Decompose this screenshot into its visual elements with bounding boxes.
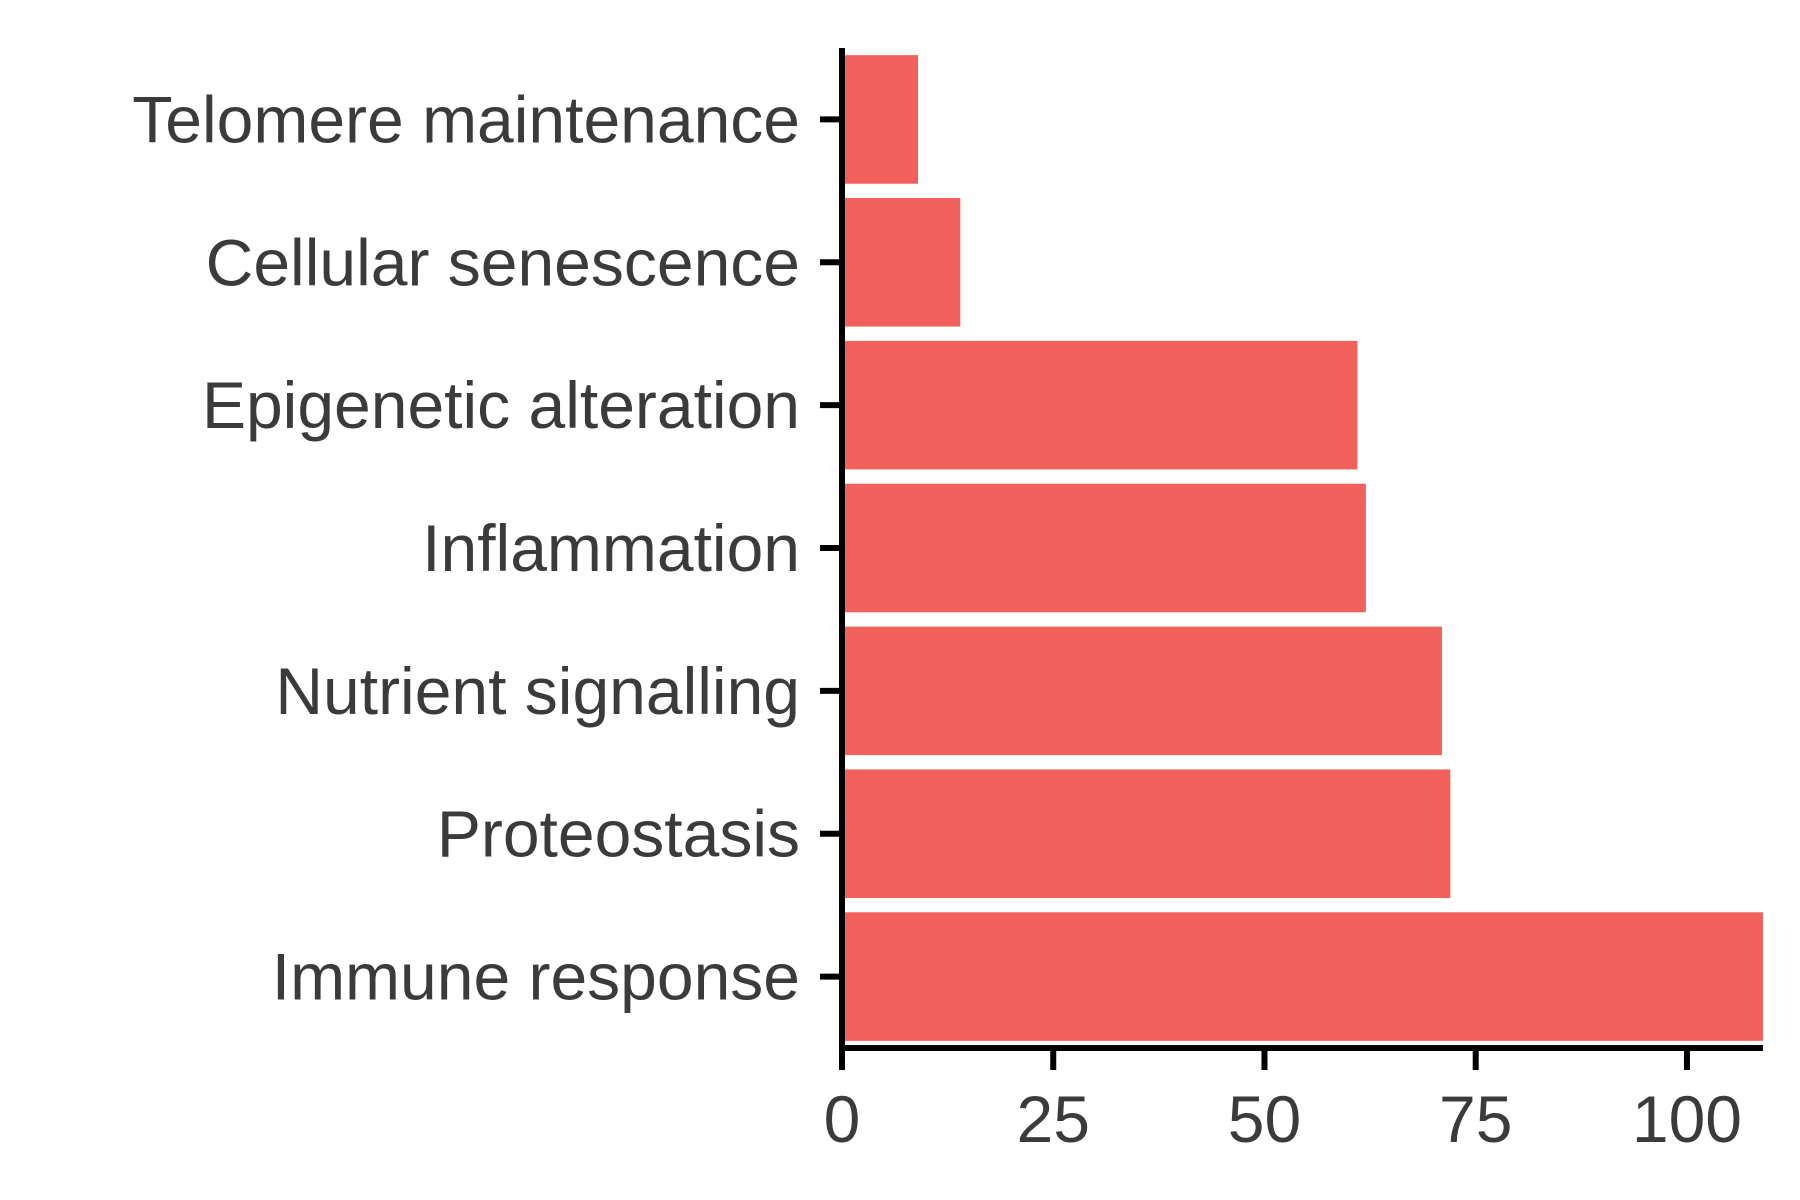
- y-tick-label: Epigenetic alteration: [202, 368, 800, 442]
- bar-immune-response: [842, 912, 1763, 1041]
- y-tick-label: Immune response: [272, 940, 800, 1014]
- bar-cellular-senescence: [842, 198, 961, 327]
- bar-proteostasis: [842, 769, 1451, 898]
- x-tick-label: 75: [1439, 1082, 1512, 1156]
- y-tick-label: Inflammation: [422, 511, 800, 585]
- bar-telomere-maintenance: [842, 55, 919, 184]
- x-axis: 0 25 50 75 100: [824, 1045, 1763, 1156]
- y-axis: Telomere maintenance Cellular senescence E…: [132, 48, 845, 1051]
- x-tick-label: 50: [1228, 1082, 1301, 1156]
- y-tick-label: Proteostasis: [437, 797, 800, 871]
- y-tick-label: Cellular senescence: [206, 225, 800, 299]
- x-tick-label: 100: [1632, 1082, 1742, 1156]
- x-tick-label: 25: [1017, 1082, 1090, 1156]
- y-tick-label: Telomere maintenance: [132, 82, 800, 156]
- bar-nutrient-signalling: [842, 626, 1442, 756]
- bar-epigenetic-alteration: [842, 340, 1358, 470]
- bars-group: [842, 55, 1763, 1041]
- y-tick-label: Nutrient signalling: [275, 654, 800, 728]
- x-tick-label: 0: [824, 1082, 861, 1156]
- bar-inflammation: [842, 483, 1366, 613]
